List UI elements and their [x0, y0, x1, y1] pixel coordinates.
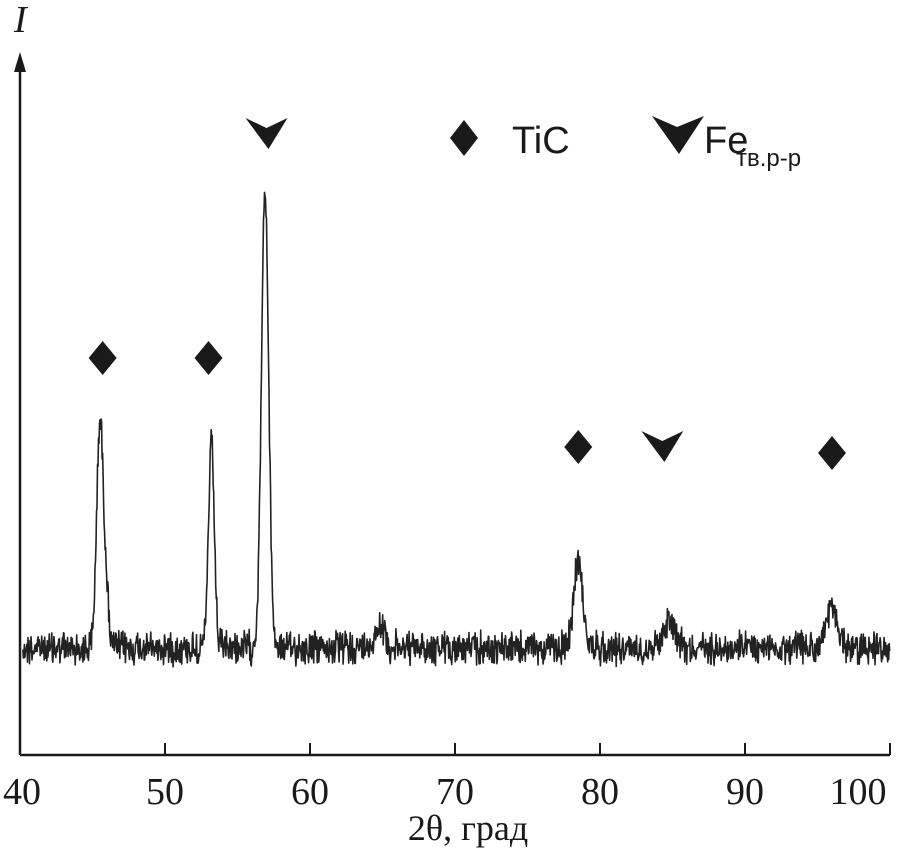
phase-markers: [88, 118, 846, 470]
x-tick-label: 50: [146, 771, 184, 813]
diamond-marker-icon: [88, 341, 117, 375]
legend-label-fe: Fe: [704, 120, 748, 162]
legend-sub-fe: тв.р-р: [736, 145, 801, 172]
chevron-icon: [652, 116, 704, 154]
x-tick-label: 40: [3, 771, 41, 813]
x-tick-label: 90: [726, 771, 764, 813]
series-line: [22, 191, 891, 668]
x-tick-label: 70: [436, 771, 474, 813]
series-layer: [22, 191, 891, 668]
x-ticks: 40 50 60 70 80 90 100: [3, 743, 891, 813]
legend-item-tic: TiC: [450, 120, 570, 162]
x-tick-label: 80: [581, 771, 619, 813]
legend-item-fe: Fe тв.р-р: [652, 116, 801, 172]
diamond-marker-icon: [194, 341, 223, 375]
y-axis-arrow-icon: [14, 52, 26, 72]
diamond-icon: [450, 120, 478, 156]
x-tick-label: 60: [291, 771, 329, 813]
diamond-marker-icon: [818, 436, 846, 470]
chevron-marker-icon: [245, 118, 288, 149]
x-axis-label: 2θ, град: [408, 808, 528, 848]
chevron-marker-icon: [641, 431, 684, 462]
y-axis-label: I: [13, 0, 29, 41]
diamond-marker-icon: [564, 430, 593, 464]
x-tick-label: 100: [830, 771, 887, 813]
legend-label-tic: TiC: [512, 120, 570, 162]
legend: TiC Fe тв.р-р: [450, 116, 801, 172]
